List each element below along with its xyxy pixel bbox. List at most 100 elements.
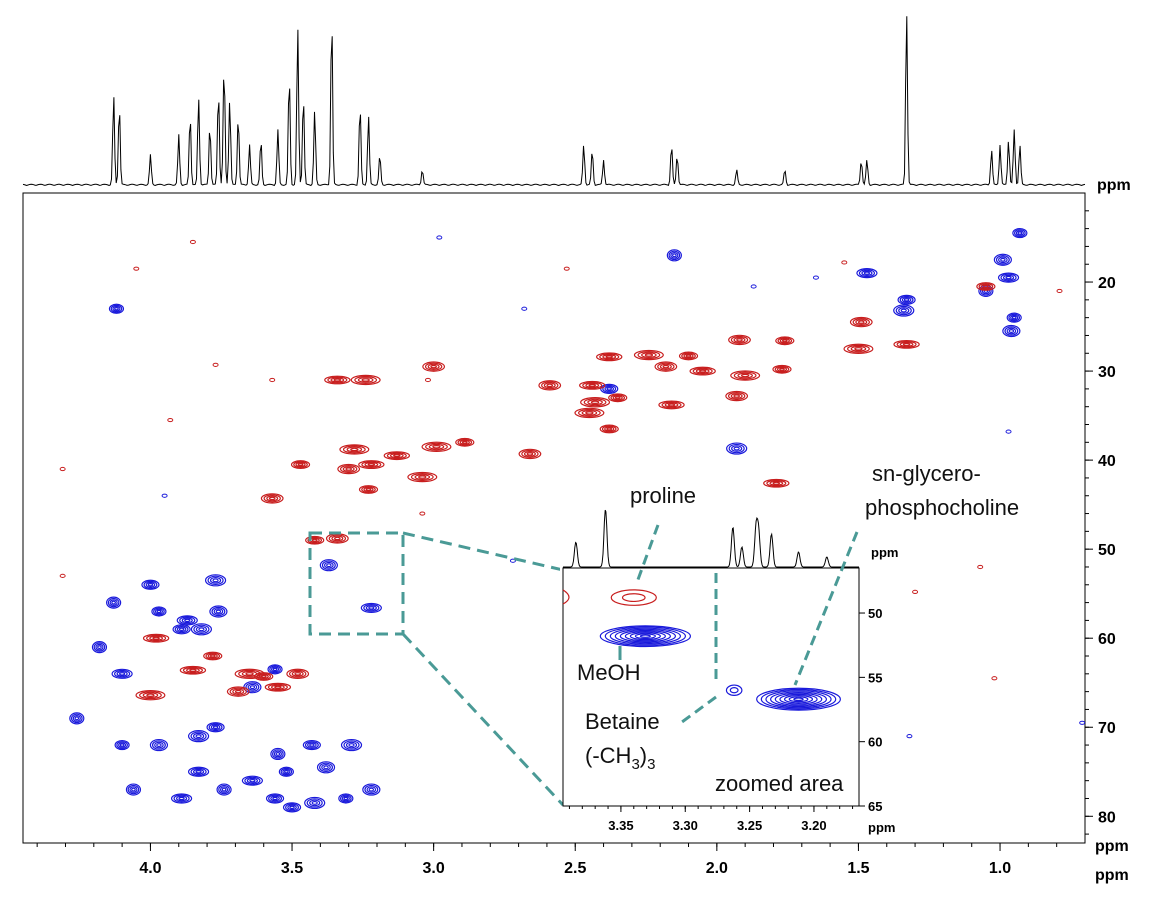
zoom-source-box (308, 531, 405, 636)
contour-ring (149, 635, 164, 641)
x-tick-label: 4.0 (139, 860, 161, 877)
contour-ring (348, 743, 355, 748)
contour-ring (254, 672, 274, 681)
contour-ring (260, 674, 267, 679)
contour-ring (386, 452, 407, 460)
contour-ring (270, 747, 286, 761)
contour-ring (657, 362, 675, 371)
negative-peak (422, 361, 446, 372)
negative-peak (608, 393, 628, 403)
negative-noise (912, 589, 919, 595)
negative-peak (730, 370, 761, 381)
contour-ring (135, 689, 166, 701)
contour-ring (689, 366, 716, 376)
positive-peak (856, 268, 878, 279)
contour-ring (730, 370, 761, 381)
contour-ring (282, 802, 302, 813)
negative-noise (189, 239, 196, 245)
contour-ring (461, 440, 468, 444)
contour-ring (176, 615, 198, 626)
contour-ring (581, 410, 598, 416)
contour-ring (430, 364, 437, 369)
contour-ring (685, 354, 692, 358)
contour-ring (323, 765, 329, 770)
contour-ring (1008, 329, 1015, 333)
contour-ring (457, 438, 473, 446)
contour-ring (997, 272, 1020, 283)
contour-ring (424, 362, 443, 371)
contour-ring (175, 795, 188, 802)
inset-positive-peak (756, 687, 841, 711)
contour-ring (190, 767, 207, 776)
contour-ring (212, 725, 219, 729)
negative-noise (991, 676, 998, 681)
positive-peak (69, 712, 85, 725)
contour-ring (289, 669, 307, 678)
contour-ring (1002, 274, 1015, 281)
main-axes: 4.0 3.5 3.0 2.5 2.0 1.5 1.0 20 30 40 50 60 70 80 (36, 210, 1116, 877)
positive-peak (106, 596, 122, 609)
contour-ring (93, 642, 106, 652)
contour-ring (760, 688, 837, 710)
positive-peak (304, 796, 326, 810)
contour-ring (661, 401, 682, 409)
contour-ring (776, 366, 788, 372)
contour-ring (324, 561, 334, 569)
contour-ring (229, 687, 247, 696)
contour-ring (108, 303, 125, 314)
negative-noise (59, 466, 66, 472)
contour-ring (1014, 229, 1026, 238)
contour-ring (363, 487, 374, 493)
contour-ring (978, 283, 994, 290)
contour-ring (341, 795, 350, 802)
contour-ring (360, 602, 382, 614)
contour-ring (204, 574, 227, 587)
inset-contour-peaks (562, 589, 841, 711)
positive-peak (206, 722, 225, 733)
contour-ring (190, 623, 213, 636)
contour-ring (612, 395, 623, 401)
negative-peak (254, 672, 274, 681)
contour-ring (187, 730, 210, 743)
contour-ring (221, 787, 227, 792)
negative-peak (290, 460, 311, 469)
contour-ring (899, 341, 914, 347)
inset-x-tick-label: 3.20 (801, 818, 826, 833)
contour-ring (361, 486, 376, 493)
contour-ring (998, 256, 1008, 264)
contour-ring (361, 378, 370, 382)
contour-ring (604, 386, 615, 392)
contour-ring (365, 487, 372, 492)
negative-peak (678, 351, 699, 361)
negative-peak (763, 478, 790, 488)
contour-ring (1006, 312, 1022, 323)
contour-ring (350, 447, 359, 452)
contour-ring (176, 626, 187, 633)
contour-ring (316, 761, 336, 774)
contour-ring (129, 786, 138, 793)
contour-ring (209, 605, 228, 618)
contour-ring (1004, 326, 1019, 336)
contour-ring (280, 767, 293, 776)
contour-ring (321, 763, 331, 771)
contour-ring (459, 439, 470, 445)
contour-ring (730, 393, 743, 399)
contour-ring (213, 608, 224, 615)
contour-ring (730, 335, 749, 344)
contour-ring (307, 536, 323, 544)
contour-ring (667, 403, 676, 407)
contour-ring (361, 461, 382, 469)
contour-ring (644, 353, 654, 357)
contour-ring (367, 463, 376, 467)
negative-peak (518, 448, 542, 460)
negative-peak (350, 374, 381, 386)
positive-peak (362, 783, 381, 796)
contour-ring (334, 536, 341, 541)
contour-ring (330, 377, 345, 383)
contour-ring (1008, 313, 1021, 322)
contour-ring (284, 770, 289, 774)
inset-y-tick-label: 50 (868, 606, 882, 621)
inset-positive-peak (725, 684, 743, 696)
contour-ring (599, 424, 619, 434)
